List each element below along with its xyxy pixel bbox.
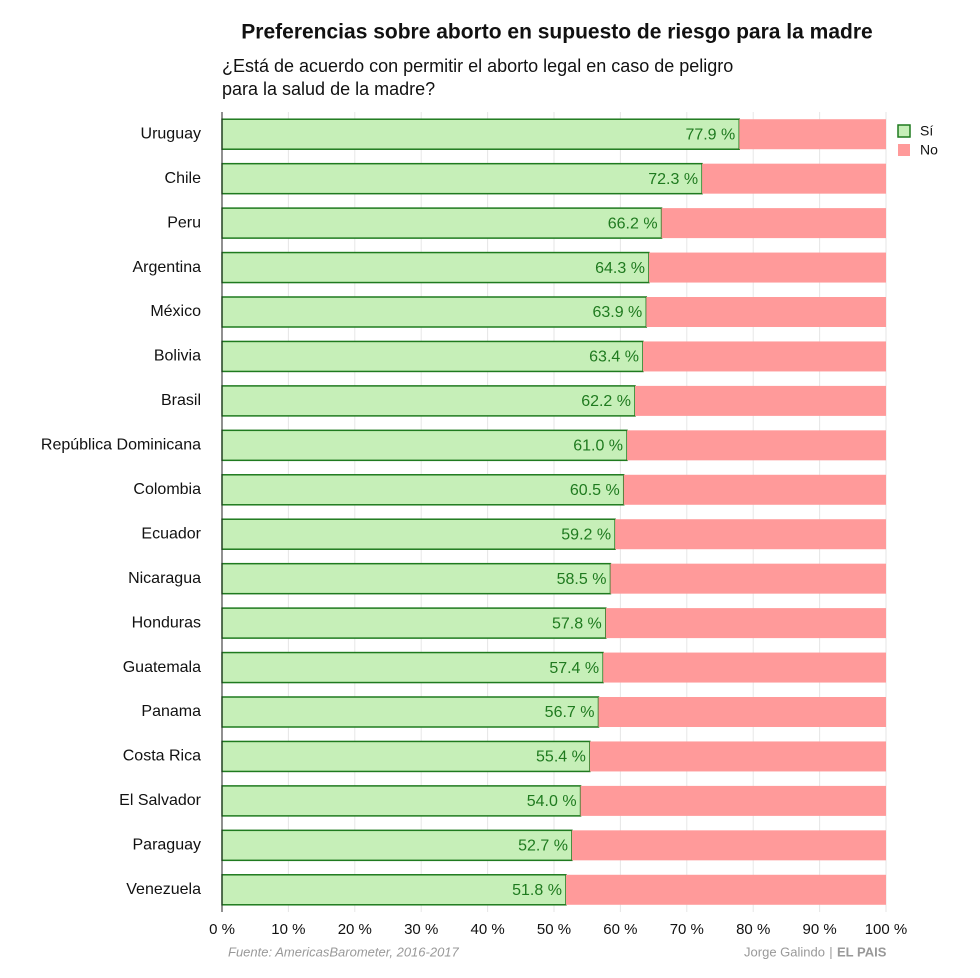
chart-subtitle: para la salud de la madre? [222,79,435,99]
bar-segment [603,652,886,683]
bar-segment [221,340,644,373]
legend-label: No [920,142,938,158]
bar-segment [221,740,591,773]
bar-segment [221,696,600,728]
bar-segment [610,563,886,594]
x-tick-label: 30 % [404,921,438,938]
x-tick-label: 50 % [537,921,571,938]
x-tick-label: 60 % [603,921,637,938]
bar-segment [739,119,886,150]
value-label: 56.7 % [545,704,595,721]
value-label: 52.7 % [518,838,568,855]
bar-segment [221,162,703,195]
bar-segment [571,830,886,861]
x-tick-label: 80 % [736,921,770,938]
bar-segment [580,785,886,816]
x-tick-label: 90 % [802,921,836,938]
y-tick-label: El Salvador [119,792,201,809]
y-tick-label: Uruguay [141,125,201,142]
value-label: 59.2 % [561,526,611,543]
y-tick-label: Argentina [133,259,202,276]
y-tick-label: Panama [141,703,201,720]
value-label: 62.2 % [581,393,631,410]
bar-segment [221,785,582,817]
x-tick-label: 40 % [470,921,504,938]
value-label: 54.0 % [527,793,577,810]
bar-segment [635,385,886,416]
bar-segment [221,607,607,639]
credit-outlet: EL PAIS [837,944,887,959]
legend-swatch [897,124,911,138]
bar-segment [661,208,886,239]
y-tick-label: Colombia [133,481,201,498]
value-label: 77.9 % [685,126,735,143]
y-tick-label: Venezuela [126,881,201,898]
y-tick-label: Paraguay [133,837,202,854]
bar-segment [221,562,612,595]
y-tick-label: Brasil [161,392,201,409]
source: Fuente: AmericasBarometer, 2016-2017 [228,944,460,959]
bar-segment [623,474,886,505]
value-label: 55.4 % [536,749,586,766]
y-tick-label: Guatemala [123,659,201,676]
value-label: 61.0 % [573,438,623,455]
bar-segment [627,430,886,461]
legend-label: Sí [920,123,933,139]
y-tick-label: Costa Rica [123,748,201,765]
bar-segment [221,474,625,506]
x-tick-label: 70 % [670,921,704,938]
legend-swatch [898,144,910,156]
chart-subtitle: ¿Está de acuerdo con permitir el aborto … [222,56,733,76]
bar-segment [646,297,886,327]
value-label: 66.2 % [608,215,658,232]
bar-segment [648,252,886,283]
value-label: 51.8 % [512,882,562,899]
y-tick-label: México [150,303,201,320]
bar-segment [221,429,628,462]
value-label: 63.9 % [592,304,642,321]
bar-segment [221,251,650,284]
bar-segment [589,741,886,772]
y-tick-label: Nicaragua [128,570,201,587]
y-tick-label: Ecuador [141,525,201,542]
bar-segment [642,341,886,372]
x-tick-label: 100 % [865,921,908,938]
x-tick-label: 10 % [271,921,305,938]
bar-segment [615,519,886,550]
value-label: 57.4 % [549,660,599,677]
x-tick-label: 20 % [338,921,372,938]
y-tick-label: Peru [167,214,201,231]
value-label: 60.5 % [570,482,620,499]
bar-segment [221,296,648,328]
credit-separator: | [829,944,832,959]
bar-segment [702,163,886,194]
bar-segment [221,118,741,150]
bar-segment [221,651,604,684]
chart-title: Preferencias sobre aborto en supuesto de… [241,21,872,44]
y-tick-label: Honduras [132,614,201,631]
bar-segment [221,518,616,550]
value-label: 63.4 % [589,349,639,366]
x-tick-label: 0 % [209,921,235,938]
y-tick-label: Chile [165,170,202,187]
value-label: 57.8 % [552,615,602,632]
bar-segment [605,608,886,639]
bar-segment [221,385,636,417]
value-label: 58.5 % [557,571,607,588]
y-tick-label: República Dominicana [41,437,201,454]
bar-segment [598,697,886,727]
y-tick-label: Bolivia [154,348,201,365]
value-label: 72.3 % [648,171,698,188]
value-label: 64.3 % [595,260,645,277]
bar-segment [221,829,573,862]
bar-segment [221,207,663,239]
credit-author: Jorge Galindo [744,944,825,959]
bar-segment [565,874,886,905]
